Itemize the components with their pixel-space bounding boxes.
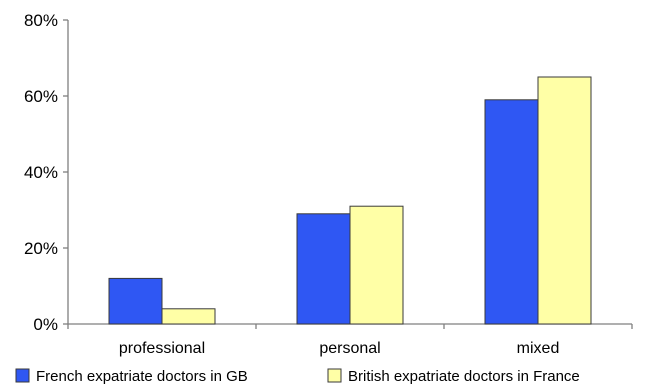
y-tick-label: 20% <box>24 239 58 258</box>
bar-professional-series-1 <box>108 277 163 325</box>
axis-labels: 0% 20% 40% 60% 80% professional personal mixed <box>24 11 559 357</box>
y-tick-label: 80% <box>24 11 58 30</box>
y-tick-label: 0% <box>33 315 58 334</box>
x-category-label-personal: personal <box>319 340 380 357</box>
bar-professional-series-2 <box>161 308 216 325</box>
y-tick-label: 60% <box>24 87 58 106</box>
legend-swatch-series-1 <box>15 368 30 383</box>
legend-label-series-2: British expatriate doctors in France <box>348 368 580 385</box>
legend: French expatriate doctors in GB British e… <box>15 368 580 385</box>
x-category-label-professional: professional <box>119 340 205 357</box>
bars <box>108 76 592 325</box>
bar-personal-series-2 <box>349 205 404 325</box>
legend-swatch-series-2 <box>327 368 342 383</box>
bar-mixed-series-2 <box>537 76 592 325</box>
x-category-label-mixed: mixed <box>517 340 560 357</box>
bar-mixed-series-1 <box>484 99 539 325</box>
y-tick-label: 40% <box>24 163 58 182</box>
legend-label-series-1: French expatriate doctors in GB <box>36 368 248 385</box>
bar-personal-series-1 <box>296 213 351 325</box>
